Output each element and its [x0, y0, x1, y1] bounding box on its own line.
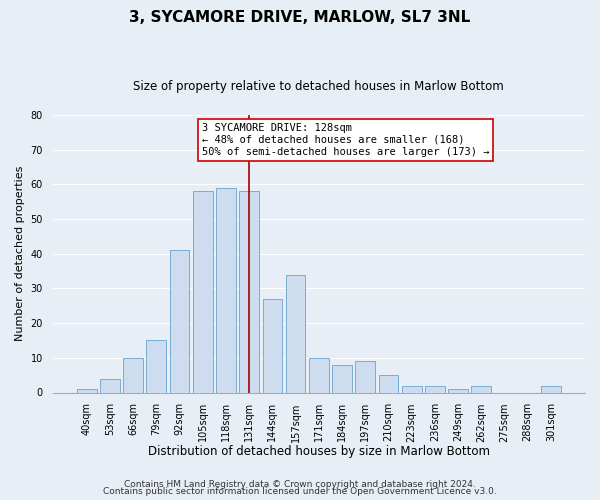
Bar	[379, 375, 398, 392]
Bar	[355, 362, 375, 392]
Bar	[239, 192, 259, 392]
Bar	[100, 378, 120, 392]
Title: Size of property relative to detached houses in Marlow Bottom: Size of property relative to detached ho…	[133, 80, 504, 93]
Text: 3 SYCAMORE DRIVE: 128sqm
← 48% of detached houses are smaller (168)
50% of semi-: 3 SYCAMORE DRIVE: 128sqm ← 48% of detach…	[202, 124, 489, 156]
Bar	[448, 389, 468, 392]
Bar	[309, 358, 329, 392]
X-axis label: Distribution of detached houses by size in Marlow Bottom: Distribution of detached houses by size …	[148, 444, 490, 458]
Text: Contains public sector information licensed under the Open Government Licence v3: Contains public sector information licen…	[103, 488, 497, 496]
Bar	[123, 358, 143, 392]
Bar	[170, 250, 190, 392]
Text: 3, SYCAMORE DRIVE, MARLOW, SL7 3NL: 3, SYCAMORE DRIVE, MARLOW, SL7 3NL	[130, 10, 470, 25]
Bar	[402, 386, 422, 392]
Bar	[332, 365, 352, 392]
Bar	[216, 188, 236, 392]
Bar	[77, 389, 97, 392]
Bar	[146, 340, 166, 392]
Bar	[263, 299, 282, 392]
Bar	[193, 192, 212, 392]
Text: Contains HM Land Registry data © Crown copyright and database right 2024.: Contains HM Land Registry data © Crown c…	[124, 480, 476, 489]
Bar	[286, 274, 305, 392]
Y-axis label: Number of detached properties: Number of detached properties	[15, 166, 25, 342]
Bar	[541, 386, 561, 392]
Bar	[472, 386, 491, 392]
Bar	[425, 386, 445, 392]
